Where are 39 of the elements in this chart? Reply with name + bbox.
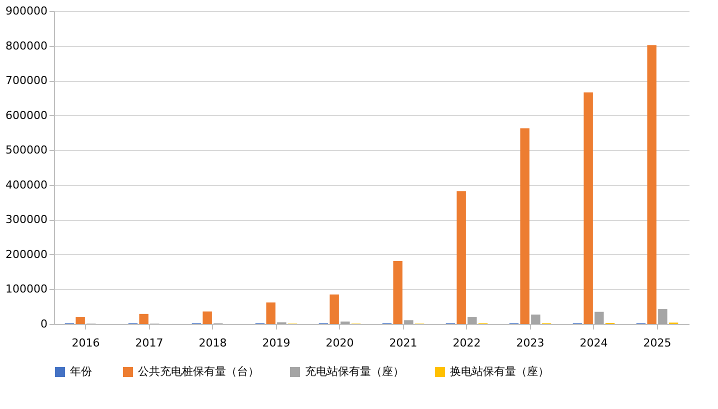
bar — [520, 128, 530, 324]
bar — [76, 317, 85, 324]
bar — [594, 312, 604, 324]
y-tick-label: 900000 — [6, 4, 48, 18]
bar — [330, 294, 339, 324]
y-tick-label: 600000 — [6, 108, 48, 122]
bar — [584, 92, 593, 324]
y-tick-label: 0 — [40, 318, 48, 330]
x-tick-label: 2022 — [452, 336, 481, 350]
x-tick-label: 2020 — [326, 336, 354, 350]
y-tick-label: 300000 — [6, 213, 48, 226]
legend-label: 换电站保有量（座） — [450, 365, 549, 378]
bar — [658, 309, 668, 324]
y-tick-label: 200000 — [6, 248, 48, 261]
x-tick-label: 2019 — [262, 336, 290, 350]
bar — [202, 311, 212, 324]
bar — [456, 191, 466, 324]
y-tick-label: 400000 — [6, 178, 48, 192]
bar — [404, 320, 414, 324]
bar — [266, 302, 276, 324]
bar — [647, 45, 656, 324]
x-tick-label: 2016 — [72, 336, 100, 350]
bar — [393, 261, 402, 324]
x-tick-label: 2025 — [643, 336, 672, 350]
bar — [531, 314, 540, 324]
y-tick-label: 800000 — [6, 39, 48, 52]
x-tick-label: 2021 — [389, 336, 418, 350]
legend-label: 年份 — [70, 365, 92, 378]
y-tick-label: 700000 — [6, 74, 48, 88]
y-tick-label: 100000 — [6, 282, 48, 296]
legend-label: 公共充电桩保有量（台） — [138, 365, 259, 378]
x-tick-label: 2017 — [135, 336, 164, 350]
y-tick-label: 500000 — [6, 144, 48, 157]
bar — [139, 314, 148, 324]
bar — [468, 317, 477, 324]
legend-label: 充电站保有量（座） — [305, 365, 404, 378]
x-tick-label: 2023 — [516, 336, 544, 350]
x-tick-label: 2018 — [198, 336, 227, 350]
x-tick-label: 2024 — [580, 336, 608, 350]
